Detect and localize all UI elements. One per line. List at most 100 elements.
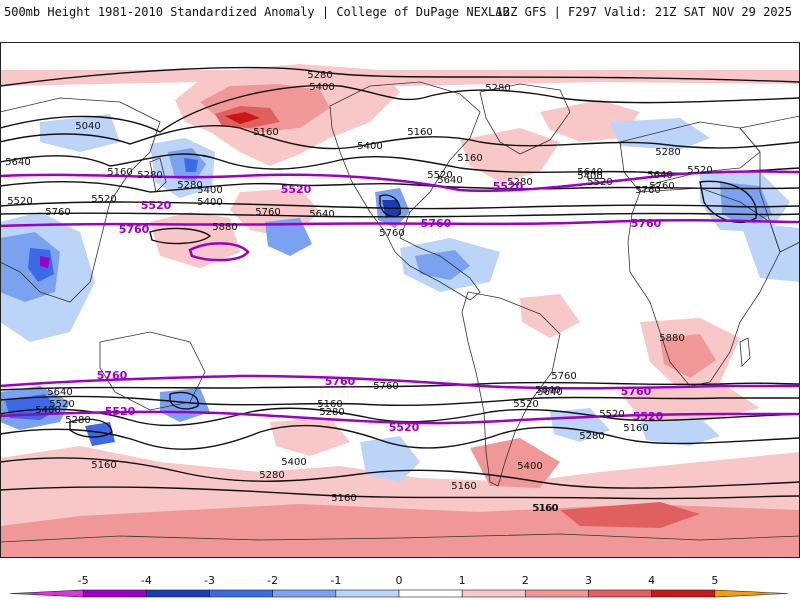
- colorbar-label-9: 4: [648, 574, 655, 587]
- height-contour-label-30: 5880: [659, 333, 684, 344]
- colorbar-label-5: 0: [396, 574, 403, 587]
- colorbar-label-0: -5: [78, 574, 89, 587]
- height-contour-label-4: 5520: [7, 196, 32, 207]
- reference-contour-label-1: 5760: [119, 223, 150, 236]
- reference-contour-label-11: 5520: [633, 410, 664, 423]
- height-contour-label-48: 5640: [535, 385, 560, 396]
- height-contour-label-13: 5400: [357, 141, 382, 152]
- height-contour-label-28: 5640: [647, 170, 672, 181]
- height-contour-label-14: 5520: [427, 170, 452, 181]
- colorbar-swatch-2: [146, 589, 210, 598]
- height-contour-label-6: 5400: [197, 185, 222, 196]
- height-contour-label-12: 5160: [407, 127, 432, 138]
- height-contour-label-5: 5160: [107, 167, 132, 178]
- height-contour-label-29: 5760: [649, 181, 674, 192]
- height-contour-label-35: 5160: [91, 460, 116, 471]
- height-contour-label-0: 5280: [307, 70, 332, 81]
- height-contour-label-44: 5160: [451, 481, 476, 492]
- height-contour-label-20: 5400: [197, 197, 222, 208]
- colorbar-label-3: -2: [267, 574, 278, 587]
- colorbar-swatch-6: [398, 589, 463, 598]
- reference-contour-label-6: 5760: [621, 385, 652, 398]
- height-contour-label-9: 5520: [91, 194, 116, 205]
- height-contour-label-41: 5400: [281, 457, 306, 468]
- australia-coast: [99, 331, 206, 411]
- colorbar-swatch-9: [588, 589, 652, 598]
- height-contour-label-22: 5520: [587, 177, 612, 188]
- height-contour-label-53: 5760: [45, 207, 70, 218]
- height-contour-label-1: 5400: [309, 82, 334, 93]
- colorbar-swatch-3: [209, 589, 273, 598]
- asia-coast: [0, 97, 800, 303]
- colorbar-swatches: [9, 589, 789, 598]
- height-contour-label-52: 5160: [532, 503, 557, 514]
- height-contour-label-43: 5160: [331, 493, 356, 504]
- height-contour-label-11: 5280: [177, 180, 202, 191]
- height-contour-label-37: 5640: [537, 387, 562, 398]
- colorbar-label-2: -3: [204, 574, 215, 587]
- height-contour-label-26: 5280: [655, 147, 680, 158]
- colorbar-swatch-4: [272, 589, 337, 598]
- height-contour-label-17: 5880: [212, 222, 237, 233]
- colorbar-label-8: 3: [585, 574, 592, 587]
- reference-contour-label-5: 5760: [421, 217, 452, 230]
- madagascar-coast: [739, 337, 751, 367]
- colorbar-swatch-11: [714, 589, 789, 598]
- colorbar-swatch-1: [82, 589, 147, 598]
- colorbar-label-10: 5: [711, 574, 718, 587]
- height-contour-label-49: 5520: [599, 409, 624, 420]
- colorbar-label-4: -1: [330, 574, 341, 587]
- positive-anomaly-shading: [0, 64, 800, 558]
- height-contour-label-40: 5160: [317, 399, 342, 410]
- map-panel: 5280 5400 5280 5040 5520 5160 5400 5280 5640 5520…: [0, 42, 800, 558]
- height-contour-label-51: 5160: [623, 423, 648, 434]
- map-title: 500mb Height 1981-2010 Standardized Anom…: [4, 5, 510, 19]
- height-contours: [0, 66, 800, 500]
- reference-contour-label-10: 5760: [631, 217, 662, 230]
- height-contour-label-34: 5280: [65, 415, 90, 426]
- colorbar-swatch-10: [651, 589, 716, 598]
- model-run-info: 12Z GFS | F297 Valid: 21Z SAT NOV 29 202…: [495, 5, 792, 19]
- height-contour-label-45: 5400: [517, 461, 542, 472]
- reference-contour-label-0: 5520: [141, 199, 172, 212]
- height-contour-label-23: 5640: [577, 167, 602, 178]
- antarctica-coast: [0, 533, 800, 543]
- height-contour-label-16: 5640: [437, 175, 462, 186]
- africa-coast: [627, 187, 781, 387]
- europe-coast: [619, 121, 761, 193]
- height-contour-label-19: 5160: [457, 153, 482, 164]
- colorbar-label-7: 2: [522, 574, 529, 587]
- colorbar-swatch-7: [461, 589, 526, 598]
- height-contour-label-39: 5280: [319, 407, 344, 418]
- height-contour-label-15: 5760: [379, 228, 404, 239]
- height-contour-label-3: 5040: [75, 121, 100, 132]
- height-contour-label-31: 5640: [47, 387, 72, 398]
- height-contour-label-32: 5520: [49, 399, 74, 410]
- height-contour-label-38: 5520: [513, 399, 538, 410]
- colorbar-label-1: -4: [141, 574, 152, 587]
- reference-contour-label-4: 5760: [325, 375, 356, 388]
- reference-contour-label-7: 5520: [493, 180, 524, 193]
- reference-contour-label-9: 5520: [389, 421, 420, 434]
- colorbar-label-6: 1: [459, 574, 466, 587]
- reference-contours: [0, 170, 800, 425]
- colorbar-swatch-0: [9, 589, 84, 598]
- south-america-coast: [461, 291, 561, 487]
- japan-coast: [149, 157, 167, 193]
- height-contour-label-46: 5160: [533, 503, 558, 514]
- reference-contour-label-2: 5520: [281, 183, 312, 196]
- height-contour-label-54: 5640: [309, 209, 334, 220]
- height-contour-label-10: 5160: [253, 127, 278, 138]
- height-contour-label-25: 5400: [577, 171, 602, 182]
- height-contour-label-50: 5280: [579, 431, 604, 442]
- greenland-coast: [479, 83, 571, 155]
- height-contour-label-18: 5760: [255, 207, 280, 218]
- height-contour-label-8: 5640: [5, 157, 30, 168]
- reference-contour-label-3: 5760: [97, 369, 128, 382]
- height-contour-label-42: 5280: [259, 470, 284, 481]
- height-contour-label-47: 5760: [551, 371, 576, 382]
- colorbar-labels: -5 -4 -3 -2 -1 0 1 2 3 4 5: [78, 574, 719, 587]
- colorbar-swatch-5: [335, 589, 400, 598]
